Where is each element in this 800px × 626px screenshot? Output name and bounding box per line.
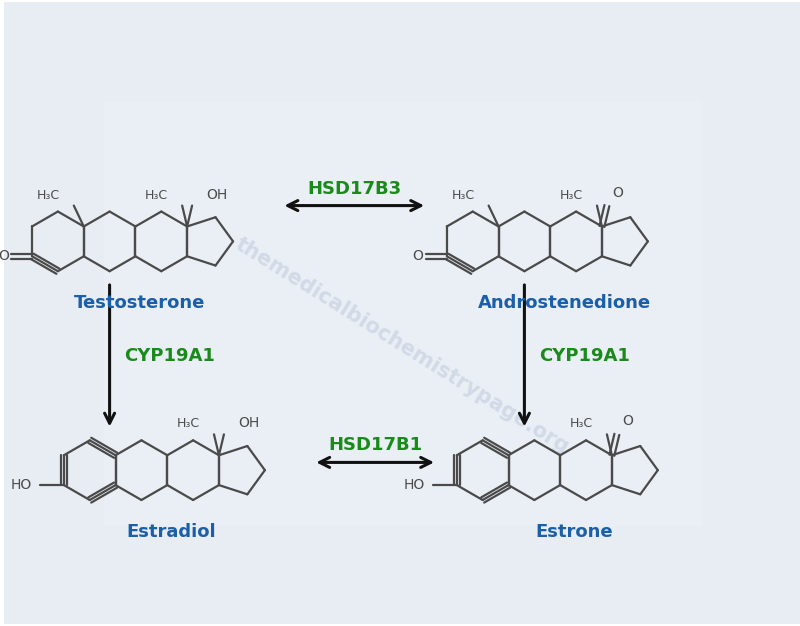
Text: CYP19A1: CYP19A1 <box>125 347 215 365</box>
Text: O: O <box>622 414 633 428</box>
Text: Androstenedione: Androstenedione <box>478 294 650 312</box>
Text: HSD17B3: HSD17B3 <box>307 180 402 198</box>
Text: HSD17B1: HSD17B1 <box>328 436 422 454</box>
Text: OH: OH <box>206 188 227 202</box>
Text: H₃C: H₃C <box>570 418 593 431</box>
Text: Testosterone: Testosterone <box>74 294 205 312</box>
Text: Estrone: Estrone <box>535 523 613 541</box>
Text: O: O <box>612 185 622 200</box>
Text: H₃C: H₃C <box>145 188 168 202</box>
Text: HO: HO <box>404 478 425 492</box>
Text: CYP19A1: CYP19A1 <box>539 347 630 365</box>
Text: themedicalbiochemistrypage.org: themedicalbiochemistrypage.org <box>231 234 573 458</box>
Text: H₃C: H₃C <box>560 188 583 202</box>
Bar <box>104 101 701 525</box>
Text: HO: HO <box>11 478 32 492</box>
Text: H₃C: H₃C <box>37 188 60 202</box>
Text: OH: OH <box>238 416 259 431</box>
Text: H₃C: H₃C <box>451 188 474 202</box>
Text: O: O <box>0 249 9 264</box>
Text: H₃C: H₃C <box>177 418 200 431</box>
Text: Estradiol: Estradiol <box>126 523 216 541</box>
Text: O: O <box>413 249 423 264</box>
